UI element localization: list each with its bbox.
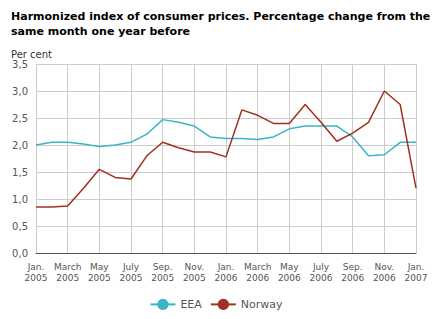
svg-text:Nov.: Nov. [184,262,204,272]
svg-text:2005: 2005 [183,273,206,283]
svg-text:Jan.: Jan. [217,262,235,272]
svg-text:2006: 2006 [310,273,333,283]
svg-text:2006: 2006 [278,273,301,283]
svg-text:Harmonized index of consumer p: Harmonized index of consumer prices. Per… [11,10,430,23]
svg-text:May: May [90,262,109,272]
svg-text:2,0: 2,0 [12,140,28,151]
svg-text:2006: 2006 [341,273,364,283]
svg-text:March: March [54,262,81,272]
svg-text:Jan.: Jan. [27,262,45,272]
svg-text:2,5: 2,5 [12,113,28,124]
svg-text:2006: 2006 [246,273,269,283]
svg-text:0,5: 0,5 [12,221,28,232]
svg-text:2005: 2005 [151,273,174,283]
svg-text:March: March [244,262,271,272]
svg-text:2007: 2007 [405,273,428,283]
svg-text:2006: 2006 [373,273,396,283]
svg-text:1,5: 1,5 [12,167,28,178]
svg-text:Norway: Norway [241,298,283,311]
svg-text:2005: 2005 [56,273,79,283]
svg-text:July: July [312,262,330,272]
svg-text:Sep.: Sep. [153,262,173,272]
svg-text:2005: 2005 [25,273,48,283]
svg-text:2005: 2005 [120,273,143,283]
svg-text:Per cent: Per cent [11,49,52,60]
svg-text:July: July [122,262,140,272]
svg-text:0,0: 0,0 [12,248,28,259]
svg-text:EEA: EEA [180,298,202,311]
svg-text:Jan.: Jan. [407,262,425,272]
svg-text:same month one year before: same month one year before [11,25,190,38]
svg-text:Nov.: Nov. [374,262,394,272]
svg-text:3,0: 3,0 [12,86,28,97]
svg-text:2005: 2005 [88,273,111,283]
svg-text:1,0: 1,0 [12,194,28,205]
svg-text:2006: 2006 [215,273,238,283]
svg-text:Sep.: Sep. [343,262,363,272]
svg-text:3,5: 3,5 [12,59,28,70]
svg-text:May: May [280,262,299,272]
